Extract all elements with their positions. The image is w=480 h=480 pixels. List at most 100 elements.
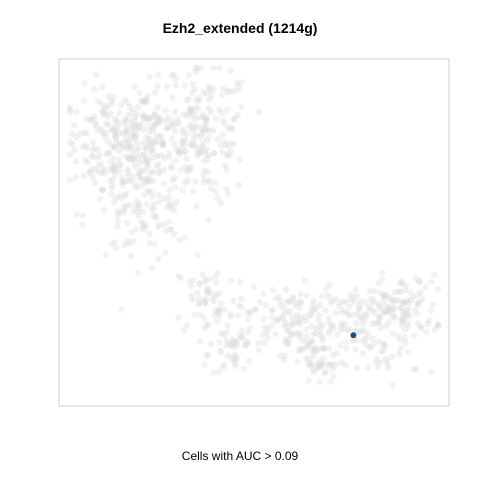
highlight-layer (350, 332, 357, 339)
cell-point (132, 122, 139, 129)
cell-point (177, 274, 184, 281)
cell-point (216, 312, 223, 320)
cell-point (210, 298, 218, 305)
cell-point (260, 315, 267, 323)
cell-point (337, 326, 344, 333)
cell-point (162, 227, 169, 235)
cell-point (188, 106, 195, 113)
cell-point (245, 357, 252, 365)
cell-point (116, 139, 124, 147)
cell-point (330, 326, 337, 333)
cell-point (66, 104, 74, 111)
cell-point (83, 129, 90, 137)
cell-point (151, 122, 158, 129)
cell-point (146, 114, 153, 122)
cell-point (340, 326, 347, 333)
cell-point (150, 205, 157, 212)
cell-point (357, 298, 364, 305)
cell-point (171, 128, 179, 135)
cell-point (99, 186, 106, 194)
cell-point (155, 170, 163, 177)
cell-point (82, 156, 89, 164)
cell-point (286, 321, 293, 329)
cell-point (66, 176, 74, 184)
cell-point (349, 294, 356, 301)
cell-point (111, 143, 119, 151)
cell-point (124, 129, 131, 136)
cell-point (276, 315, 283, 322)
cell-point (384, 361, 391, 368)
cell-point (296, 314, 303, 321)
cell-point (143, 97, 150, 105)
cell-point (296, 345, 304, 353)
cell-point (361, 335, 369, 342)
cell-point (383, 308, 391, 316)
cell-point (146, 128, 153, 136)
cell-point (200, 111, 207, 118)
cell-point (121, 203, 128, 210)
cell-point (89, 174, 97, 181)
cell-point (333, 349, 341, 357)
cell-point (399, 317, 406, 324)
cell-point (332, 309, 340, 316)
cell-point (141, 151, 148, 158)
cell-point (195, 106, 202, 113)
cell-point (327, 378, 334, 385)
cell-point (292, 303, 300, 310)
cell-point (224, 125, 232, 132)
cell-point (128, 125, 135, 132)
cell-point (194, 148, 201, 155)
cell-point (369, 307, 376, 314)
cell-point (170, 207, 178, 214)
cell-point (98, 128, 106, 135)
cell-point (129, 122, 136, 129)
cell-point (214, 194, 221, 202)
cell-point (179, 129, 186, 136)
cell-point (243, 338, 250, 345)
cell-point (159, 137, 166, 145)
cell-point (192, 125, 199, 132)
cell-point (153, 115, 161, 122)
cell-point (380, 348, 387, 355)
cell-point (206, 133, 213, 141)
cell-point (90, 86, 98, 93)
cell-point (123, 203, 130, 210)
cell-point (102, 103, 110, 110)
cell-point (89, 153, 96, 160)
cell-point (268, 314, 276, 321)
cell-point (205, 177, 213, 184)
cell-point (356, 306, 363, 314)
cell-point (225, 142, 232, 149)
cell-point (290, 320, 297, 328)
cell-point (397, 336, 404, 343)
cell-point (98, 161, 105, 168)
cell-point (101, 105, 108, 113)
cell-point (187, 166, 194, 173)
cell-point (285, 309, 292, 316)
cell-point (107, 110, 114, 117)
cell-point (122, 153, 130, 160)
cell-point (122, 129, 130, 136)
cell-point (237, 103, 245, 111)
cell-point (137, 182, 145, 190)
cell-point (156, 115, 164, 122)
cell-point (131, 135, 138, 143)
cell-point (346, 303, 353, 311)
cell-point (122, 117, 129, 124)
cell-point (315, 317, 322, 324)
cell-point (125, 143, 132, 150)
cell-point (359, 326, 366, 333)
cell-point (129, 106, 136, 114)
cell-point (234, 79, 241, 87)
cell-point (381, 308, 388, 315)
cell-point (332, 361, 340, 368)
cell-point (103, 129, 110, 136)
highlighted-cell-point (350, 332, 357, 339)
cell-point (231, 360, 238, 367)
cell-point (205, 83, 212, 90)
cell-point (140, 151, 147, 158)
cell-point (364, 329, 371, 336)
cell-point (201, 361, 208, 368)
cell-point (119, 182, 127, 189)
cell-point (291, 317, 298, 325)
